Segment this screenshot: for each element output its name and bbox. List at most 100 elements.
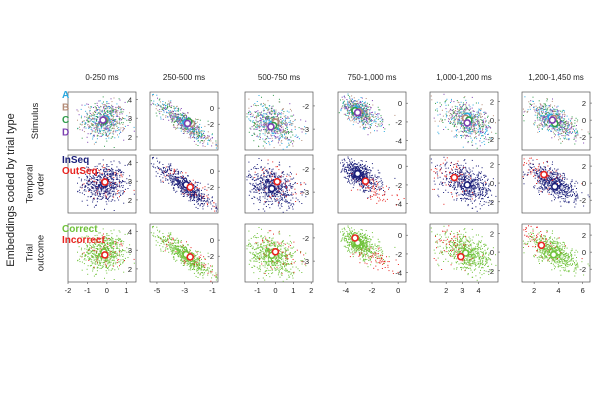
scatter-point xyxy=(175,245,177,246)
scatter-point xyxy=(110,129,112,131)
scatter-point xyxy=(196,137,198,139)
scatter-point xyxy=(178,187,180,189)
scatter-point xyxy=(167,237,168,239)
scatter-point xyxy=(170,100,172,102)
scatter-point xyxy=(212,269,213,271)
scatter-point xyxy=(102,174,104,176)
scatter-point xyxy=(116,112,118,114)
scatter-point xyxy=(264,179,266,181)
scatter-point xyxy=(77,260,79,262)
scatter-point xyxy=(256,105,257,107)
scatter-point xyxy=(107,194,109,196)
scatter-point xyxy=(170,244,172,246)
scatter-point xyxy=(182,125,184,127)
scatter-point xyxy=(109,111,111,112)
scatter-point xyxy=(290,131,292,132)
scatter-point xyxy=(248,98,250,100)
scatter-point xyxy=(276,132,278,134)
scatter-point xyxy=(99,135,101,137)
scatter-point xyxy=(281,134,283,136)
scatter-point xyxy=(176,115,178,117)
scatter-point xyxy=(119,255,121,257)
scatter-point xyxy=(115,243,117,245)
scatter-point xyxy=(98,132,100,134)
scatter-point xyxy=(111,127,113,129)
scatter-point xyxy=(198,262,200,263)
scatter-point xyxy=(105,187,107,189)
scatter-point xyxy=(166,240,168,242)
scatter-point xyxy=(84,122,86,124)
scatter-point xyxy=(95,248,97,249)
scatter-point xyxy=(91,263,93,265)
scatter-point xyxy=(176,259,178,261)
scatter-point xyxy=(150,163,152,165)
scatter-point xyxy=(284,122,286,124)
scatter-point xyxy=(86,112,88,114)
scatter-point xyxy=(301,140,303,141)
scatter-point xyxy=(284,196,286,198)
scatter-point xyxy=(88,179,90,181)
scatter-point xyxy=(109,185,111,187)
scatter-point xyxy=(120,173,122,175)
scatter-point xyxy=(269,119,271,121)
scatter-point xyxy=(162,235,164,237)
scatter-point xyxy=(193,192,195,194)
scatter-point xyxy=(112,243,114,245)
scatter-point xyxy=(96,182,98,183)
scatter-point xyxy=(274,131,275,133)
scatter-point xyxy=(107,131,109,133)
scatter-point xyxy=(186,195,188,197)
scatter-point xyxy=(280,125,282,127)
scatter-point xyxy=(111,110,113,112)
scatter-point xyxy=(262,196,264,198)
scatter-point xyxy=(295,119,296,121)
scatter-point xyxy=(196,132,197,134)
scatter-point xyxy=(106,235,108,237)
scatter-point xyxy=(178,127,180,129)
scatter-point xyxy=(97,189,98,191)
scatter-point xyxy=(93,178,95,180)
scatter-point xyxy=(260,166,262,168)
scatter-point xyxy=(150,104,152,106)
scatter-point xyxy=(199,268,201,269)
scatter-point xyxy=(290,178,292,180)
scatter-point xyxy=(171,242,173,244)
scatter-point xyxy=(91,177,93,179)
scatter-point xyxy=(98,264,100,266)
scatter-point xyxy=(297,199,299,201)
scatter-point xyxy=(90,133,92,135)
scatter-point xyxy=(176,119,178,121)
scatter-point xyxy=(199,251,201,253)
scatter-point xyxy=(113,120,115,122)
scatter-point xyxy=(104,108,106,110)
scatter-point xyxy=(106,128,108,130)
scatter-point xyxy=(99,232,101,234)
scatter-point xyxy=(261,168,263,170)
scatter-point xyxy=(92,138,94,140)
scatter-point xyxy=(212,274,214,276)
scatter-point xyxy=(267,115,269,117)
scatter-point xyxy=(100,110,102,112)
scatter-point xyxy=(80,180,82,182)
scatter-point xyxy=(176,168,178,170)
row-label: order xyxy=(36,173,47,195)
y-tick-label: 2 xyxy=(128,133,132,142)
scatter-point xyxy=(77,242,79,244)
scatter-point xyxy=(215,207,217,209)
scatter-point xyxy=(109,192,111,194)
scatter-point xyxy=(97,241,99,242)
scatter-point xyxy=(84,186,86,188)
scatter-point xyxy=(86,268,88,270)
scatter-point xyxy=(163,167,165,168)
scatter-point xyxy=(110,261,112,263)
scatter-point xyxy=(114,251,116,253)
scatter-point xyxy=(95,250,97,252)
scatter-point xyxy=(177,241,179,243)
scatter-point xyxy=(96,102,98,104)
scatter-point xyxy=(100,125,101,127)
scatter-point xyxy=(183,260,185,262)
scatter-point xyxy=(172,174,174,176)
scatter-point xyxy=(175,260,177,262)
scatter-point xyxy=(106,272,108,274)
scatter-point xyxy=(176,110,178,112)
